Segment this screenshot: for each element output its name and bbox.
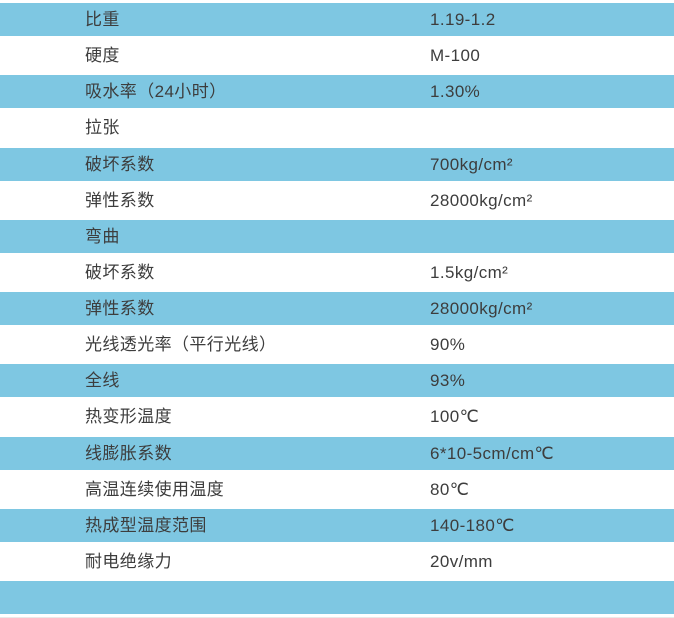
property-label: 硬度: [85, 46, 120, 66]
property-label: 吸水率（24小时）: [85, 82, 227, 102]
table-row: 破坏系数 700kg/cm²: [0, 144, 674, 184]
property-label: 拉张: [85, 118, 120, 138]
table-row: 比重 1.19-1.2: [0, 0, 674, 40]
property-label: 光线透光率（平行光线）: [85, 335, 277, 355]
table-row: 破坏系数 1.5kg/cm²: [0, 256, 674, 289]
property-value: 1.19-1.2: [430, 10, 496, 30]
property-value: 28000kg/cm²: [430, 190, 533, 210]
table-row: 拉张: [0, 111, 674, 144]
property-value: 1.30%: [430, 82, 481, 102]
property-value: 100℃: [430, 407, 480, 427]
property-label: 热成型温度范围: [85, 515, 207, 535]
property-label: 弹性系数: [85, 299, 155, 319]
table-row: 耐电绝缘力 20v/mm: [0, 545, 674, 578]
table-row: 热变形温度 100℃: [0, 400, 674, 433]
property-label: 耐电绝缘力: [85, 551, 172, 571]
property-value: 6*10-5cm/cm℃: [430, 443, 555, 463]
table-row: 弹性系数 28000kg/cm²: [0, 184, 674, 217]
property-value: 140-180℃: [430, 515, 515, 535]
table-row: 线膨胀系数 6*10-5cm/cm℃: [0, 433, 674, 473]
property-label: 弯曲: [85, 226, 120, 246]
table-row: 高温连续使用温度 80℃: [0, 473, 674, 506]
table-row: 热成型温度范围 140-180℃: [0, 505, 674, 545]
property-label: 高温连续使用温度: [85, 479, 225, 499]
property-label: 比重: [85, 10, 120, 30]
property-value: M-100: [430, 46, 481, 66]
table-row: 光线透光率（平行光线） 90%: [0, 328, 674, 361]
property-value: 1.5kg/cm²: [430, 262, 509, 282]
table-row: 弹性系数 28000kg/cm²: [0, 289, 674, 329]
property-value: 28000kg/cm²: [430, 299, 533, 319]
table-row: [0, 578, 674, 617]
property-value: 93%: [430, 371, 466, 391]
table-row: 弯曲: [0, 216, 674, 256]
property-value: 700kg/cm²: [430, 154, 513, 174]
table-row: 吸水率（24小时） 1.30%: [0, 72, 674, 112]
property-label: 破坏系数: [85, 154, 155, 174]
property-value: 90%: [430, 335, 466, 355]
table-row: 硬度 M-100: [0, 39, 674, 72]
property-value: 20v/mm: [430, 551, 493, 571]
property-label: 线膨胀系数: [85, 443, 172, 463]
property-label: 破坏系数: [85, 262, 155, 282]
property-label: 全线: [85, 371, 120, 391]
property-label: 弹性系数: [85, 190, 155, 210]
property-label: 热变形温度: [85, 407, 172, 427]
table-row: 全线 93%: [0, 361, 674, 401]
property-value: 80℃: [430, 479, 470, 499]
